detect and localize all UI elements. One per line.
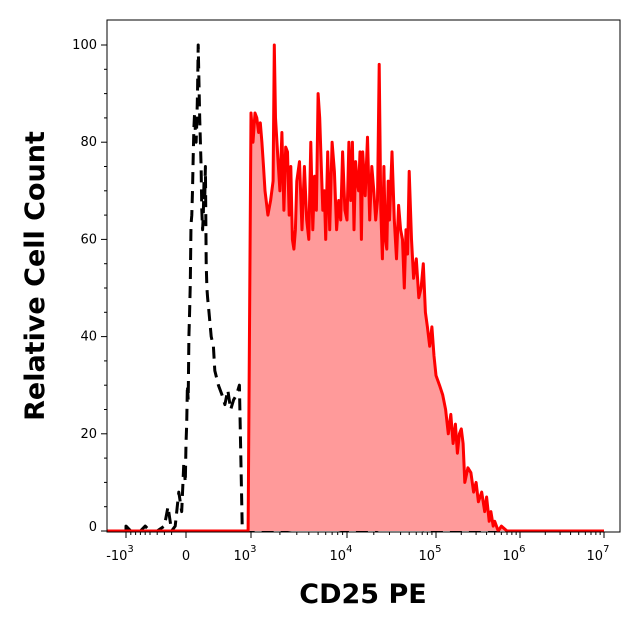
x-axis-title: CD25 PE	[299, 579, 426, 610]
y-tick-label: 60	[80, 232, 97, 247]
series-layer	[107, 43, 604, 533]
series-1-area	[107, 45, 604, 531]
y-axis-title: Relative Cell Count	[20, 131, 51, 421]
x-tick-label: 105	[419, 544, 442, 564]
x-tick-label: 103	[234, 544, 257, 564]
series-0-line	[107, 43, 604, 533]
y-tick-label: 100	[72, 38, 97, 53]
x-tick-label: 104	[330, 544, 353, 564]
x-tick-label: 0	[182, 549, 190, 564]
x-axis-ticks: -103 0 103 104 105 106 107	[106, 532, 609, 564]
plot-frame	[106, 19, 621, 533]
y-axis-ticks: 0 20 40 60 80 100	[72, 38, 107, 535]
series-1-line	[107, 43, 604, 533]
y-tick-label: 40	[80, 330, 97, 345]
y-tick-label: 20	[80, 427, 97, 442]
x-tick-label: -103	[106, 544, 134, 564]
x-tick-label: 106	[503, 544, 526, 564]
x-tick-label: 107	[587, 544, 610, 564]
y-tick-label: 0	[89, 520, 97, 535]
y-tick-label: 80	[80, 135, 97, 150]
